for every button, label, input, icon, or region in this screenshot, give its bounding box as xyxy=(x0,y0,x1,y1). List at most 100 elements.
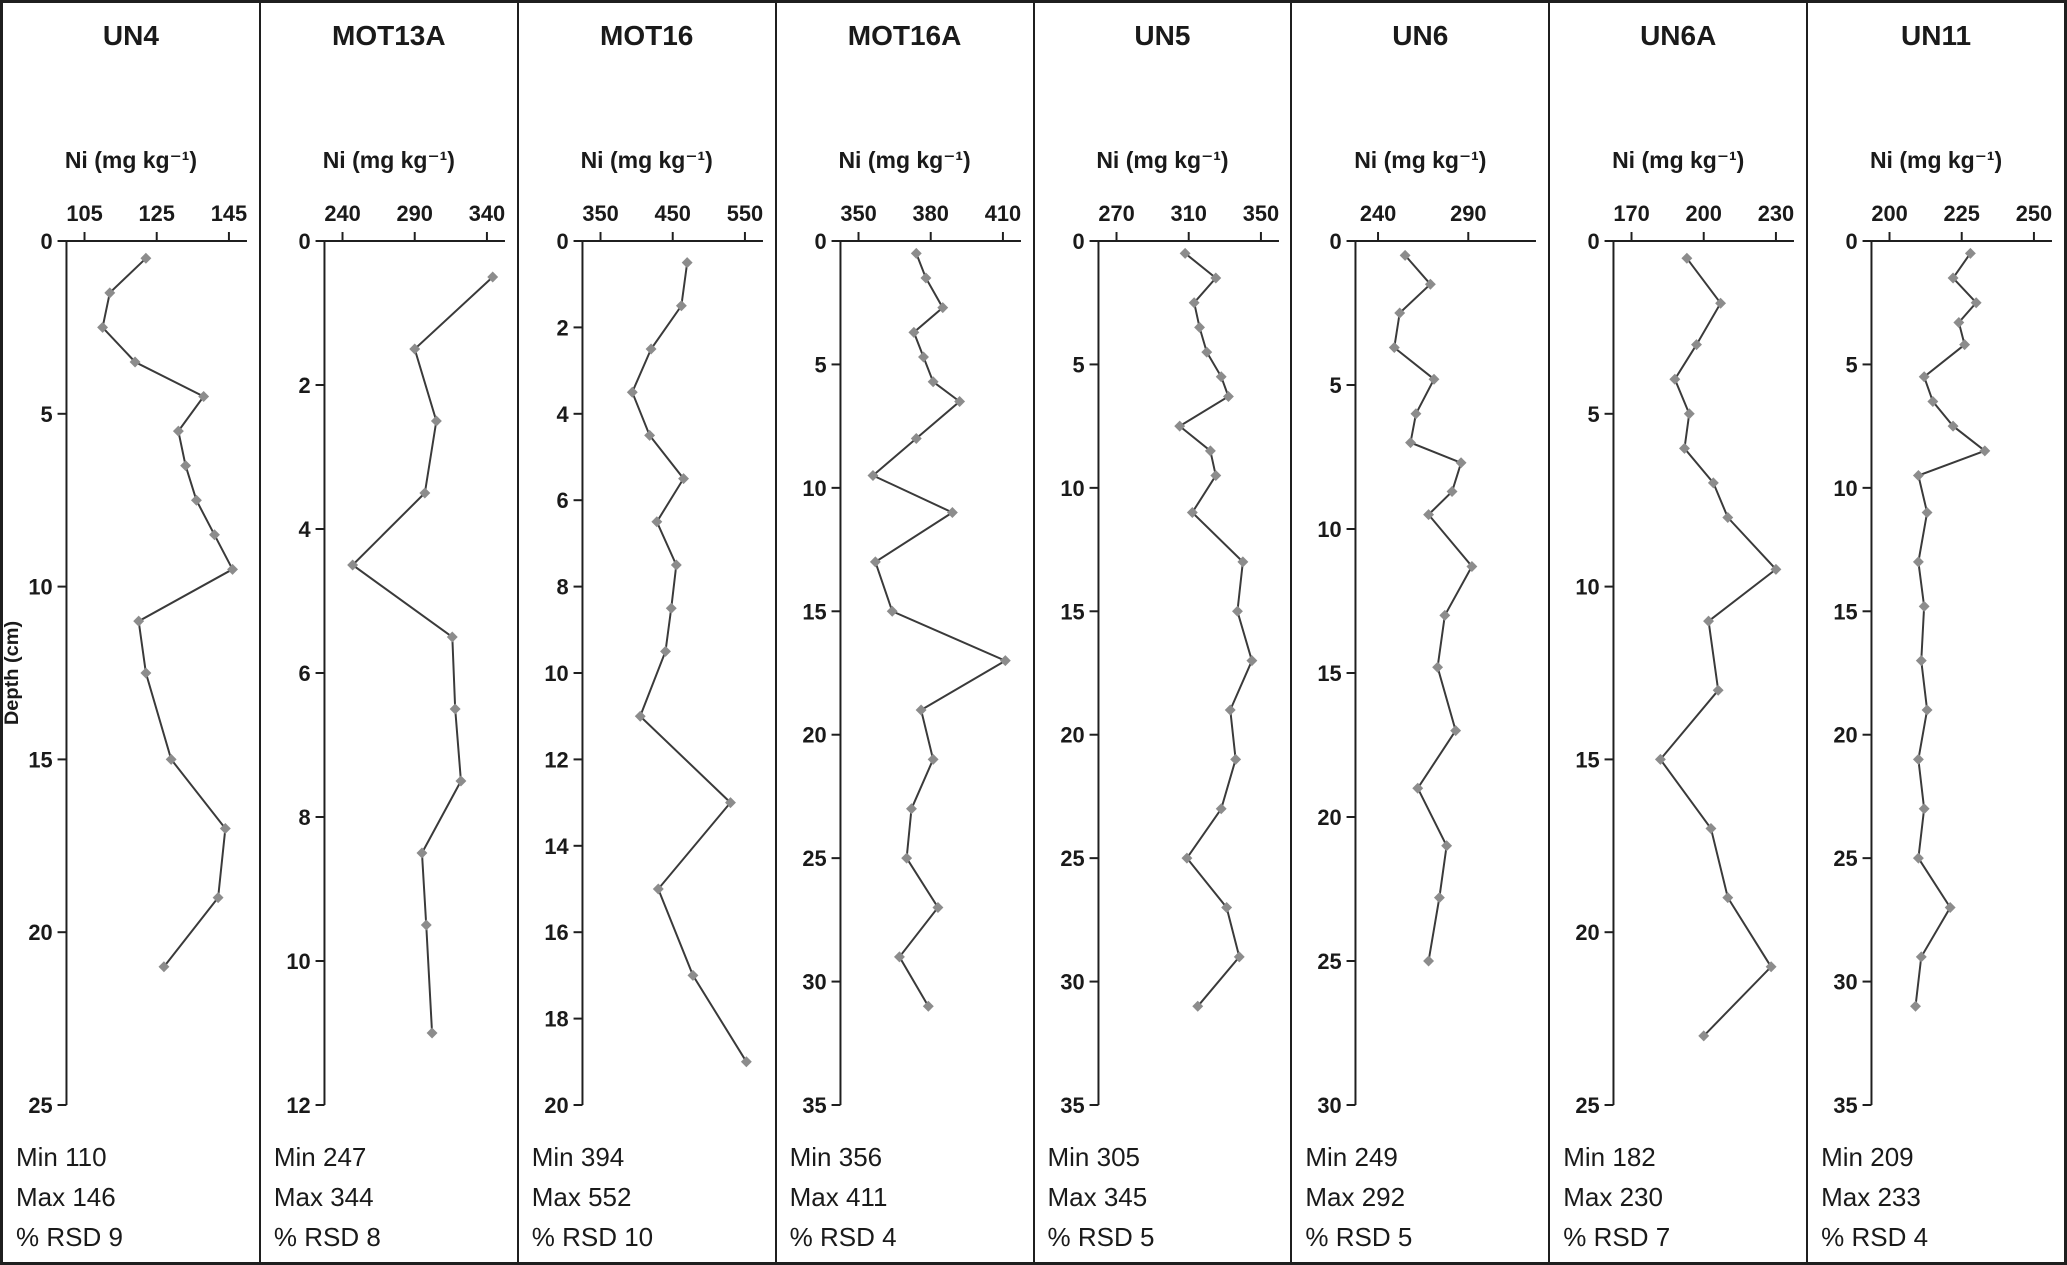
data-point-marker xyxy=(416,847,428,859)
data-point-marker xyxy=(1231,605,1243,617)
data-point-marker xyxy=(867,470,879,482)
profile-line xyxy=(1393,254,1474,962)
data-point-marker xyxy=(893,951,905,963)
profile-line xyxy=(350,276,494,1034)
y-tick-label: 12 xyxy=(286,1093,310,1118)
y-tick-label: 6 xyxy=(298,661,310,686)
panel-stats: Min 110 Max 146 % RSD 9 xyxy=(3,1137,259,1257)
panel-stats: Min 356 Max 411 % RSD 4 xyxy=(777,1137,1033,1257)
y-tick-label: 15 xyxy=(1060,599,1084,624)
data-point-marker xyxy=(1655,753,1667,765)
x-axis-label: Ni (mg kg⁻¹) xyxy=(1869,147,2003,173)
depth-profile-chart: 270 310 350 0 5 10 15 20 25 30 35 xyxy=(1060,201,1279,1118)
panel-title: UN11 xyxy=(1901,20,1972,51)
data-point-marker xyxy=(1215,371,1227,383)
y-tick-label: 5 xyxy=(40,402,52,427)
data-point-marker xyxy=(1918,600,1930,612)
y-tick-label: 10 xyxy=(802,476,826,501)
x-tick-label: 200 xyxy=(1871,201,1907,226)
x-tick-label: 450 xyxy=(654,201,690,226)
data-point-marker xyxy=(1441,840,1453,852)
panel-title: MOT13A xyxy=(332,20,446,51)
data-point-marker xyxy=(1722,892,1734,904)
x-axis-label: Ni (mg kg⁻¹) xyxy=(1096,147,1229,173)
stat-rsd: % RSD 4 xyxy=(1821,1222,1929,1252)
y-tick-label: 10 xyxy=(1833,476,1857,501)
stat-rsd: % RSD 5 xyxy=(1305,1222,1413,1252)
data-point-marker xyxy=(1921,704,1933,716)
x-axis-label: Ni (mg kg⁻¹) xyxy=(64,147,198,173)
y-tick-label: 15 xyxy=(28,747,52,772)
data-point-marker xyxy=(449,703,461,715)
data-point-marker xyxy=(677,473,689,485)
data-point-marker xyxy=(1698,1030,1710,1042)
data-point-marker xyxy=(347,559,358,571)
data-point-marker xyxy=(227,563,238,575)
panel-stats: Min 249 Max 292 % RSD 5 xyxy=(1292,1137,1548,1257)
x-tick-label: 125 xyxy=(139,201,175,226)
data-point-marker xyxy=(446,631,458,643)
y-tick-label: 35 xyxy=(802,1093,826,1118)
y-tick-label: 15 xyxy=(802,599,826,624)
stat-min: Min 182 xyxy=(1563,1142,1656,1172)
y-tick-label: 15 xyxy=(1318,661,1342,686)
data-point-marker xyxy=(927,376,939,388)
panel-title: UN6 xyxy=(1392,20,1449,51)
data-point-marker xyxy=(190,494,202,506)
data-point-marker xyxy=(419,487,431,499)
x-tick-label: 225 xyxy=(1944,201,1980,226)
panel-stats: Min 247 Max 344 % RSD 8 xyxy=(261,1137,517,1257)
data-point-marker xyxy=(1245,655,1257,667)
data-point-marker xyxy=(910,432,922,444)
data-point-marker xyxy=(1715,297,1727,309)
stat-max: Max 411 xyxy=(789,1182,888,1212)
data-point-marker xyxy=(1918,803,1930,815)
data-point-marker xyxy=(659,645,671,657)
data-point-marker xyxy=(1947,420,1959,432)
data-point-marker xyxy=(1913,852,1924,864)
y-tick-label: 6 xyxy=(556,488,568,513)
y-tick-label: 25 xyxy=(802,846,826,871)
data-point-marker xyxy=(1691,339,1703,351)
y-tick-label: 10 xyxy=(286,949,310,974)
x-tick-label: 270 xyxy=(1098,201,1134,226)
y-tick-label: 4 xyxy=(556,402,569,427)
data-point-marker xyxy=(180,460,192,472)
data-point-marker xyxy=(675,300,687,312)
data-point-marker xyxy=(665,602,677,614)
panel-title: UN5 xyxy=(1134,20,1191,51)
x-axis-label: Ni (mg kg⁻¹) xyxy=(580,147,713,173)
y-tick-label: 4 xyxy=(298,517,311,542)
stat-min: Min 209 xyxy=(1821,1142,1914,1172)
data-point-marker xyxy=(1915,655,1927,667)
stat-min: Min 305 xyxy=(1047,1142,1141,1172)
data-point-marker xyxy=(1410,408,1422,420)
data-point-marker xyxy=(487,271,499,283)
profile-line xyxy=(870,252,1008,1007)
x-tick-label: 410 xyxy=(984,201,1020,226)
x-tick-label: 240 xyxy=(1360,201,1396,226)
data-point-marker xyxy=(936,302,948,314)
data-point-marker xyxy=(158,961,170,973)
y-tick-label: 0 xyxy=(556,229,568,254)
panel-stats: Min 394 Max 552 % RSD 10 xyxy=(519,1137,775,1257)
stat-max: Max 146 xyxy=(16,1182,116,1212)
x-tick-label: 340 xyxy=(469,201,505,226)
y-tick-label: 35 xyxy=(1060,1093,1084,1118)
y-tick-label: 16 xyxy=(544,920,568,945)
y-tick-label: 20 xyxy=(1833,723,1857,748)
data-point-marker xyxy=(1944,902,1956,914)
data-point-marker xyxy=(1913,556,1924,568)
data-point-marker xyxy=(1412,782,1424,794)
x-axis-label: Ni (mg kg⁻¹) xyxy=(838,147,971,173)
data-point-marker xyxy=(900,852,912,864)
x-tick-label: 145 xyxy=(211,201,247,226)
y-tick-label: 10 xyxy=(1060,476,1084,501)
x-axis-label: Ni (mg kg⁻¹) xyxy=(322,147,455,173)
data-point-marker xyxy=(651,516,663,528)
data-point-marker xyxy=(1193,321,1205,333)
stat-rsd: % RSD 5 xyxy=(1047,1222,1155,1252)
y-tick-label: 15 xyxy=(1833,599,1857,624)
x-tick-label: 550 xyxy=(726,201,762,226)
data-point-marker xyxy=(140,667,152,679)
